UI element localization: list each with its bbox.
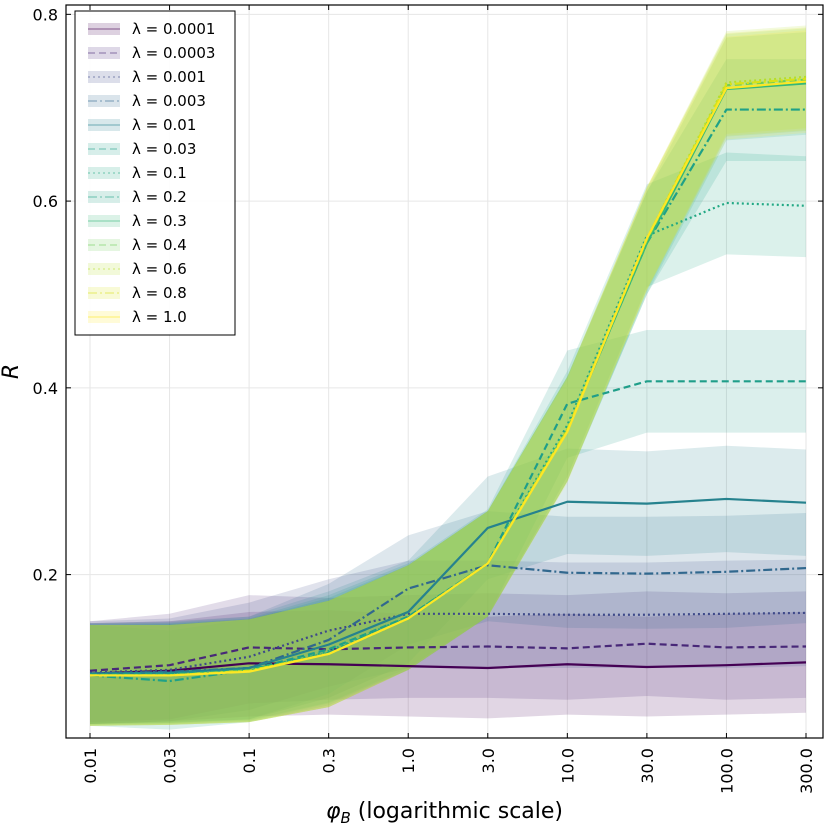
x-tick-label: 0.03: [161, 748, 180, 784]
band-series-6: [90, 152, 806, 725]
legend-swatch: [88, 143, 120, 155]
legend-box: [74, 10, 236, 336]
legend-swatch: [88, 287, 120, 299]
x-axis-label-rest: (logarithmic scale): [351, 799, 563, 824]
x-tick-label: 10.0: [558, 748, 577, 784]
band-series-7: [90, 59, 806, 730]
x-tick-label: 0.3: [320, 748, 339, 773]
band-series-8: [90, 32, 806, 726]
legend-swatch: [88, 167, 120, 179]
line-series-4: [89, 497, 807, 675]
y-tick-label: 0.4: [33, 379, 58, 398]
legend-label: λ = 0.003: [132, 92, 206, 110]
legend-swatch: [88, 215, 120, 227]
x-tick-label: 0.1: [240, 748, 259, 773]
x-tick-label: 300.0: [797, 748, 816, 794]
band-series-5: [90, 329, 806, 724]
legend-swatch: [88, 239, 120, 251]
grid: [66, 5, 823, 738]
line-series-12: [90, 80, 807, 677]
legend-label: λ = 0.4: [132, 236, 187, 254]
legend-swatch: [88, 263, 120, 275]
x-tick-label: 0.01: [81, 748, 100, 784]
x-tick-label: 3.0: [479, 748, 498, 773]
band-series-2: [90, 559, 806, 724]
y-axis-label: R: [0, 364, 24, 379]
legend-label: λ = 1.0: [132, 308, 187, 326]
line-series-2: [89, 611, 807, 674]
plot-frame: [65, 4, 824, 739]
legend-swatch: [88, 47, 120, 59]
band-series-10: [90, 25, 806, 726]
legend-swatch: [88, 311, 120, 323]
x-axis-label-subscript: B: [340, 809, 350, 827]
legend-label: λ = 0.1: [132, 164, 187, 182]
legend-label: λ = 0.0003: [132, 44, 215, 62]
legend-label: λ = 0.001: [132, 68, 206, 86]
legend-label: λ = 0.03: [132, 140, 196, 158]
series-lines: [89, 75, 807, 683]
legend-label: λ = 0.2: [132, 188, 187, 206]
y-tick-label: 0.8: [33, 5, 58, 24]
x-tick-label: 100.0: [717, 748, 736, 794]
confidence-bands: [90, 25, 806, 730]
x-axis-label-symbol: φ: [326, 799, 341, 824]
line-series-1: [89, 642, 807, 672]
legend-label: λ = 0.6: [132, 260, 187, 278]
legend-swatch: [88, 71, 120, 83]
legend-swatch: [88, 95, 120, 107]
x-axis-label: φB (logarithmic scale): [326, 799, 563, 827]
band-series-11: [90, 27, 806, 726]
x-tick-label: 30.0: [638, 748, 657, 784]
legend: λ = 0.0001 λ = 0.0003 λ = 0.001 λ = 0.003 λ …: [74, 10, 236, 336]
legend-swatch: [88, 23, 120, 35]
legend-label: λ = 0.8: [132, 284, 187, 302]
axis-ticks: 0.01 0.03 0.1 0.3 1.0 3.0 10.0 30.0 100.0 300.0 0.…: [33, 5, 823, 794]
band-series-4: [90, 445, 806, 724]
band-series-9: [90, 28, 806, 726]
legend-label: λ = 0.0001: [132, 20, 215, 38]
legend-label: λ = 0.01: [132, 116, 196, 134]
line-series-0: [89, 661, 807, 675]
x-tick-label: 1.0: [399, 748, 418, 773]
band-series-12: [90, 30, 806, 726]
legend-swatch: [88, 119, 120, 131]
legend-label: λ = 0.3: [132, 212, 187, 230]
band-series-1: [90, 591, 806, 723]
y-tick-label: 0.2: [33, 566, 58, 585]
band-series-3: [90, 511, 806, 724]
legend-swatch: [88, 191, 120, 203]
y-tick-label: 0.6: [33, 192, 58, 211]
